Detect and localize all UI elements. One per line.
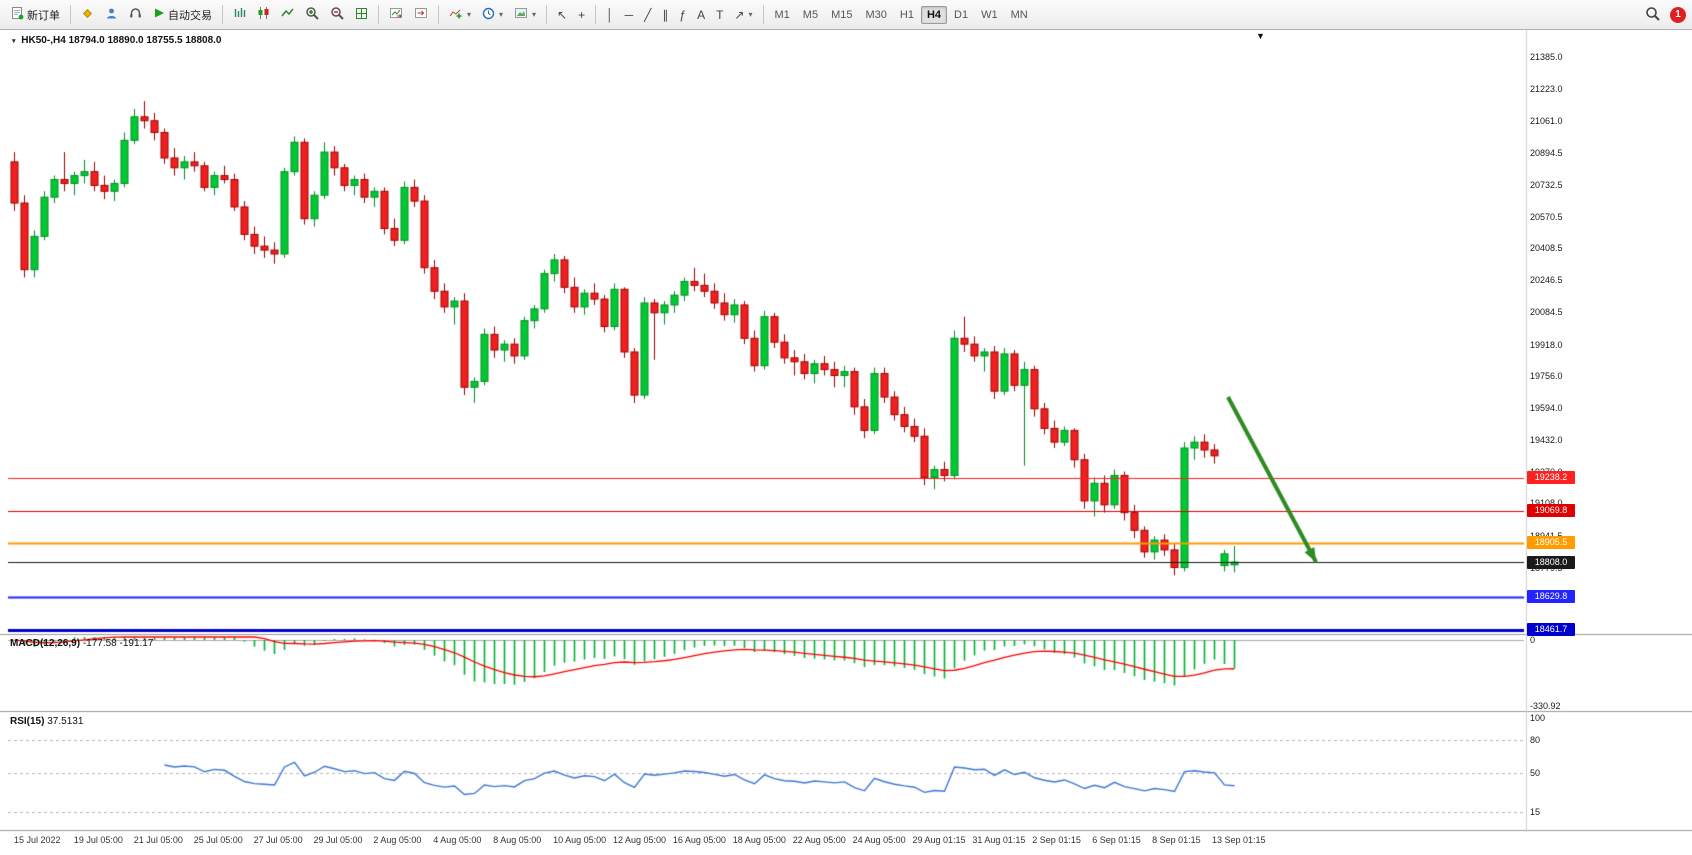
timeframe-mn-button[interactable]: MN	[1010, 8, 1028, 21]
arrows-icon: ↗	[734, 7, 745, 22]
macd-name: MACD(12,26,9)	[10, 638, 81, 649]
vertical-line-button[interactable]: │	[601, 6, 619, 24]
period-menu-button[interactable]: ▾	[477, 4, 508, 26]
horizontal-line-button[interactable]: ─	[620, 6, 639, 24]
rsi-value: 37.5131	[47, 716, 84, 727]
search-button[interactable]	[1640, 3, 1665, 27]
text-button[interactable]: A	[692, 6, 710, 24]
toolbar-separator	[546, 5, 548, 24]
timeframe-d1-button[interactable]: D1	[954, 8, 969, 21]
line-chart-icon	[281, 7, 294, 22]
toolbar-separator	[222, 5, 223, 24]
timeframe-m1-button[interactable]: M1	[774, 8, 790, 21]
trendline-button[interactable]: ╱	[639, 6, 656, 24]
horizontal-line-icon: ─	[624, 7, 634, 22]
bar-chart-button[interactable]	[228, 4, 251, 25]
new-order-label: 新订单	[27, 9, 60, 22]
rsi-indicator-title: RSI(15) 37.5131	[10, 716, 83, 727]
price-chart-canvas[interactable]	[0, 30, 1692, 855]
timeframe-w1-button[interactable]: W1	[981, 8, 998, 21]
text-icon: A	[697, 7, 706, 22]
add-indicator-icon	[449, 7, 463, 23]
mql5-market-button[interactable]	[76, 4, 99, 26]
new-order-button[interactable]: 新订单	[6, 3, 65, 26]
channel-button[interactable]: ∥	[657, 6, 673, 24]
arrows-button[interactable]: ↗ ▾	[729, 6, 757, 24]
new-order-icon	[11, 6, 24, 23]
toolbar-separator	[595, 5, 597, 24]
zoom-out-button[interactable]	[325, 3, 349, 26]
template-menu-button[interactable]: ▾	[509, 4, 541, 25]
macd-indicator-title: MACD(12,26,9) -177.58 -191.17	[10, 638, 153, 649]
diamond-icon	[81, 7, 94, 23]
toolbar-separator	[378, 5, 379, 24]
live-support-button[interactable]	[124, 4, 147, 26]
clock-icon	[482, 7, 495, 23]
zoom-out-icon	[330, 6, 344, 23]
auto-scroll-button[interactable]	[384, 4, 408, 25]
chart-shift-icon	[414, 7, 428, 22]
toolbar-separator	[70, 5, 71, 24]
chart-menu-icon: ▾	[12, 38, 16, 45]
zoom-in-icon	[305, 6, 319, 23]
dropdown-icon: ▾	[532, 10, 537, 19]
timeframe-m5-button[interactable]: M5	[802, 8, 819, 21]
chart-title: ▾ HK50-,H4 18794.0 18890.0 18755.5 18808…	[12, 35, 221, 46]
cursor-icon: ↖	[557, 7, 568, 22]
auto-scroll-icon	[389, 7, 403, 22]
dropdown-icon: ▾	[467, 10, 472, 19]
timeframe-h1-button[interactable]: H1	[899, 8, 914, 21]
tile-windows-icon	[355, 7, 368, 23]
template-icon	[514, 7, 528, 22]
cursor-button[interactable]: ↖	[552, 6, 572, 24]
add-indicator-button[interactable]: ▾	[444, 4, 476, 26]
fibonacci-button[interactable]: ƒ	[674, 6, 691, 24]
tile-windows-button[interactable]	[350, 4, 373, 26]
line-chart-button[interactable]	[276, 4, 299, 25]
headset-icon	[129, 7, 142, 23]
chart-symbol-period: HK50-,H4	[21, 35, 66, 46]
macd-values: -177.58 -191.17	[82, 638, 154, 649]
dropdown-icon: ▾	[499, 10, 504, 19]
zoom-in-button[interactable]	[300, 3, 324, 26]
community-button[interactable]	[100, 4, 123, 26]
chart-shift-button[interactable]	[409, 4, 433, 25]
search-icon	[1645, 6, 1660, 24]
candlestick-chart-button[interactable]	[252, 4, 275, 25]
timeframe-h4-button[interactable]: H4	[920, 5, 947, 24]
label-button[interactable]: T	[711, 6, 728, 24]
channel-icon: ∥	[662, 7, 669, 22]
crosshair-button[interactable]: +	[573, 6, 590, 24]
label-icon: T	[716, 7, 724, 22]
dropdown-icon: ▾	[748, 10, 753, 19]
toolbar-separator	[762, 5, 764, 24]
crosshair-icon: +	[578, 7, 586, 22]
timeframe-m15-button[interactable]: M15	[831, 8, 853, 21]
vertical-line-icon: │	[606, 7, 614, 22]
trendline-icon: ╱	[644, 7, 652, 22]
chart-shift-marker: ▼	[1256, 31, 1265, 41]
notification-badge[interactable]: 1	[1670, 6, 1686, 23]
autotrading-label: 自动交易	[168, 9, 212, 22]
fibonacci-icon: ƒ	[679, 7, 687, 22]
toolbar-separator	[438, 5, 439, 24]
play-icon	[153, 7, 165, 22]
toolbar: 新订单 自动交易 ▾ ▾	[0, 0, 1692, 30]
candlestick-chart-icon	[257, 7, 270, 22]
chart-ohlc: 18794.0 18890.0 18755.5 18808.0	[68, 35, 222, 46]
bar-chart-icon	[233, 7, 246, 22]
autotrading-button[interactable]: 自动交易	[148, 4, 217, 26]
rsi-name: RSI(15)	[10, 716, 45, 727]
timeframe-m30-button[interactable]: M30	[865, 8, 887, 21]
person-icon	[105, 7, 118, 23]
